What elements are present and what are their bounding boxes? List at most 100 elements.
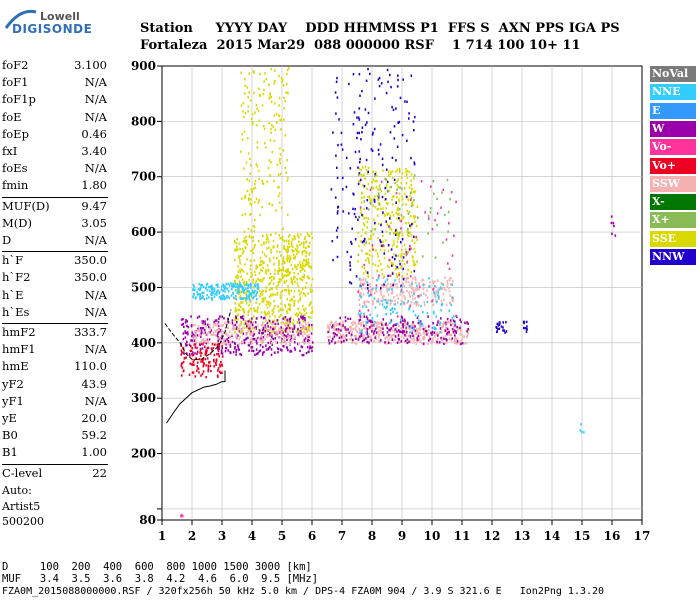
echo-point [413, 129, 415, 132]
echo-point [236, 248, 239, 251]
echo-point [328, 327, 331, 331]
echo-point [210, 286, 212, 289]
echo-point [365, 259, 367, 262]
echo-point [215, 283, 218, 287]
echo-point [381, 195, 384, 199]
echo-point [400, 284, 402, 288]
echo-point [196, 369, 198, 372]
echo-point [375, 290, 378, 293]
echo-point [243, 167, 245, 170]
echo-point [296, 321, 299, 324]
param-name: foF2 [2, 58, 29, 72]
legend-item-sse: SSE [650, 230, 696, 247]
echo-point [239, 297, 242, 300]
echo-point [435, 285, 437, 288]
echo-point [281, 339, 284, 342]
echo-point [251, 273, 254, 277]
param-name: foEs [2, 161, 28, 176]
echo-point [400, 303, 402, 306]
echo-point [253, 307, 255, 310]
echo-point [461, 341, 464, 345]
echo-point [373, 340, 375, 343]
echo-point [363, 312, 365, 316]
echo-point [348, 212, 350, 215]
echo-point [220, 324, 222, 327]
echo-point [293, 289, 296, 293]
echo-point [354, 150, 357, 154]
echo-point [371, 255, 373, 258]
echo-point [340, 329, 342, 332]
echo-point [265, 78, 267, 81]
echo-point [377, 222, 380, 226]
echo-point [269, 321, 272, 325]
echo-point [436, 223, 438, 227]
echo-point [311, 277, 314, 281]
echo-point [202, 343, 204, 346]
echo-point [262, 299, 265, 302]
echo-point [336, 255, 339, 259]
echo-point [272, 326, 275, 329]
echo-point [240, 301, 242, 304]
echo-point [225, 331, 227, 334]
echo-point [428, 328, 430, 332]
echo-point [249, 202, 252, 205]
echo-point [244, 320, 247, 323]
echo-point [380, 207, 382, 210]
echo-point [311, 346, 314, 349]
echo-point [400, 252, 403, 256]
echo-point [187, 325, 190, 329]
echo-point [264, 338, 266, 341]
echo-point [373, 332, 375, 335]
echo-point [227, 295, 229, 298]
echo-point [280, 342, 283, 345]
echo-point [387, 339, 390, 342]
echo-point [503, 329, 505, 332]
echo-point [191, 347, 194, 350]
echo-point [431, 340, 433, 344]
echo-point [434, 280, 436, 284]
echo-point [369, 335, 372, 338]
echo-point [397, 334, 400, 337]
echo-point [426, 311, 429, 315]
param-value: 333.7 [74, 325, 107, 339]
echo-point [282, 308, 284, 312]
param-row: h`Es N/A [2, 305, 107, 322]
echo-point [259, 260, 262, 263]
echo-point [252, 70, 255, 73]
echo-point [280, 118, 282, 121]
echo-point [303, 269, 306, 272]
echo-point [436, 197, 438, 201]
echo-point [224, 350, 227, 353]
param-row: B0 59.2 [2, 428, 107, 445]
echo-point [299, 277, 302, 280]
echo-point [182, 370, 185, 373]
echo-point [343, 335, 346, 338]
echo-point [221, 347, 223, 350]
header-values: Fortaleza 2015 Mar29 088 000000 RSF 1 71… [140, 38, 581, 53]
echo-point [377, 297, 380, 301]
echo-point [405, 182, 408, 185]
echo-point [381, 234, 384, 238]
echo-point [384, 186, 387, 190]
param-name: foF1p [2, 92, 36, 107]
echo-point [307, 315, 310, 319]
echo-point [240, 353, 243, 356]
echo-point [438, 322, 440, 325]
echo-point [276, 335, 279, 338]
echo-point [305, 246, 307, 249]
echo-point [364, 108, 367, 111]
echo-point [437, 288, 439, 291]
echo-point [254, 285, 257, 288]
echo-point [363, 200, 365, 203]
echo-point [401, 300, 403, 304]
echo-point [297, 250, 300, 254]
echo-point [366, 220, 369, 224]
echo-point [198, 357, 201, 361]
echo-point [399, 96, 402, 100]
echo-point [257, 109, 260, 113]
echo-point [375, 335, 377, 338]
echo-point [267, 341, 270, 345]
echo-point [266, 264, 269, 267]
echo-point [412, 327, 415, 331]
echo-point [191, 353, 193, 356]
